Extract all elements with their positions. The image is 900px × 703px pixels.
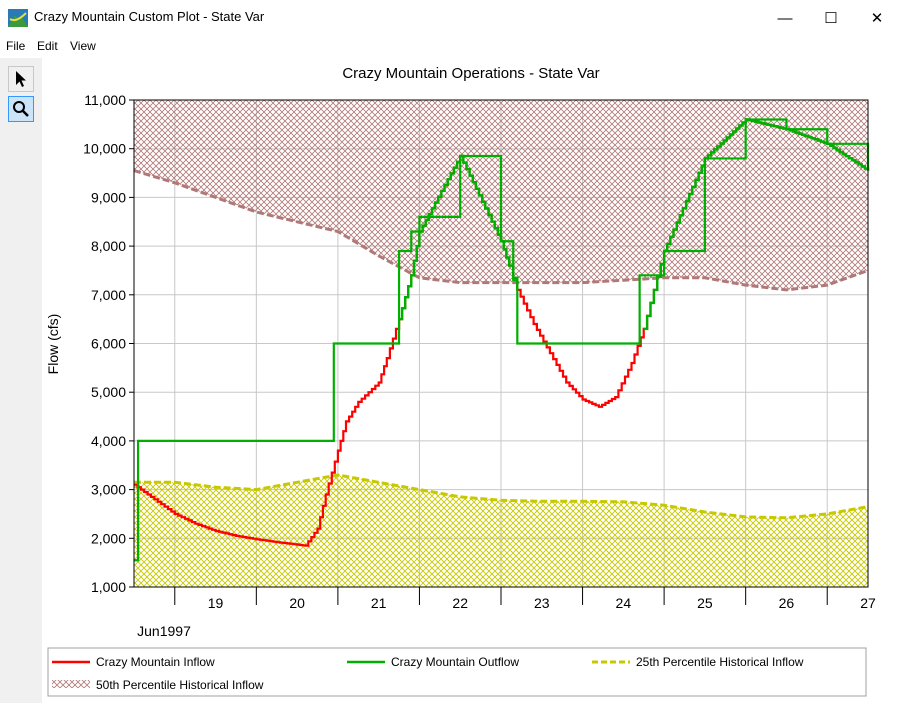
- y-tick-label: 7,000: [91, 287, 126, 303]
- minimize-button[interactable]: —: [762, 0, 808, 36]
- y-tick-label: 8,000: [91, 238, 126, 254]
- legend-label: Crazy Mountain Inflow: [96, 655, 215, 669]
- series-outflow-track: [399, 154, 519, 321]
- legend-swatch: [52, 680, 90, 688]
- x-month-label: Jun1997: [137, 623, 191, 639]
- series-25th-percentile-line: [134, 473, 869, 520]
- y-tick-label: 2,000: [91, 530, 126, 546]
- legend-label: 25th Percentile Historical Inflow: [636, 655, 804, 669]
- y-tick-label: 11,000: [84, 92, 126, 108]
- pointer-arrow-icon: [16, 71, 26, 87]
- menu-bar: File Edit View: [0, 36, 900, 58]
- minimize-icon: —: [777, 9, 793, 27]
- legend-box: [47, 647, 867, 697]
- y-tick-label: 3,000: [91, 482, 126, 498]
- y-tick-label: 1,000: [91, 579, 126, 595]
- y-tick-label: 6,000: [91, 336, 126, 352]
- x-tick-label: 19: [208, 595, 224, 611]
- series-lines: [133, 118, 870, 562]
- y-tick-label: 9,000: [91, 189, 126, 205]
- zoom-tool-button[interactable]: [8, 96, 34, 122]
- x-tick-label: 24: [616, 595, 632, 611]
- magnifier-icon: [13, 101, 29, 117]
- plot-frame: [133, 99, 869, 588]
- plot-panel: Crazy Mountain Operations - State Var Fl…: [42, 58, 900, 703]
- menu-view[interactable]: View: [70, 39, 96, 53]
- x-tick-label: 21: [371, 595, 387, 611]
- x-tick-label: 22: [452, 595, 468, 611]
- maximize-button[interactable]: ☐: [808, 0, 854, 36]
- close-icon: ✕: [870, 10, 884, 27]
- y-axis-label: Flow (cfs): [45, 314, 61, 375]
- legend-label: 50th Percentile Historical Inflow: [96, 678, 264, 692]
- tool-palette: [0, 58, 43, 703]
- axes: 1,000 2,000 3,000 4,000 5,000 6,000 7,000 8,000…: [83, 92, 876, 639]
- x-tick-label: 26: [779, 595, 795, 611]
- menu-edit[interactable]: Edit: [37, 39, 58, 53]
- y-tick-label: 5,000: [91, 384, 126, 400]
- 25th-percentile-area: [134, 475, 868, 587]
- series-outflow-track: [643, 118, 870, 331]
- chart-title: Crazy Mountain Operations - State Var: [342, 65, 599, 82]
- x-tick-label: 20: [289, 595, 305, 611]
- close-button[interactable]: ✕: [854, 0, 900, 36]
- legend: Crazy Mountain Inflow Crazy Mountain Outf…: [47, 647, 867, 697]
- menu-file[interactable]: File: [6, 39, 26, 53]
- title-bar: Crazy Mountain Custom Plot - State Var —…: [0, 0, 900, 37]
- x-tick-label: 27: [860, 595, 876, 611]
- x-tick-label: 25: [697, 595, 713, 611]
- series-outflow-line: [134, 118, 870, 562]
- x-tick-label: 23: [534, 595, 550, 611]
- window-title: Crazy Mountain Custom Plot - State Var: [34, 9, 265, 24]
- y-tick-label: 4,000: [91, 433, 126, 449]
- pointer-tool-button[interactable]: [8, 66, 34, 92]
- maximize-icon: ☐: [824, 10, 838, 27]
- app-icon: [8, 9, 28, 27]
- chart-svg[interactable]: Crazy Mountain Operations - State Var Fl…: [42, 58, 900, 703]
- y-tick-label: 10,000: [83, 141, 126, 157]
- series-50th-percentile-line: [133, 169, 869, 292]
- legend-label: Crazy Mountain Outflow: [391, 655, 519, 669]
